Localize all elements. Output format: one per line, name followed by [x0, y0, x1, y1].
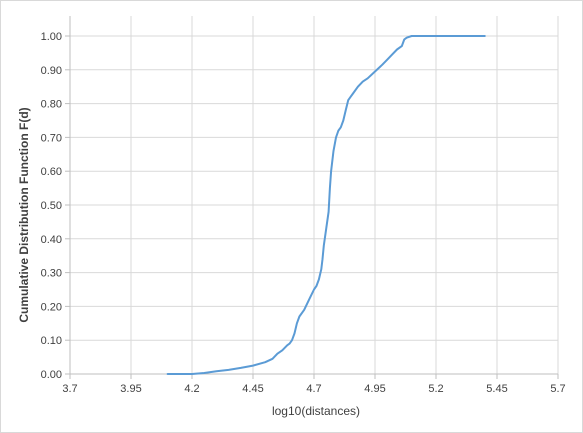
y-tick-label: 0.20 — [41, 301, 62, 313]
axes — [65, 16, 558, 379]
x-tick-label: 5.45 — [486, 383, 507, 395]
y-tick-label: 0.70 — [41, 132, 62, 144]
x-tick-label: 4.45 — [242, 383, 263, 395]
x-tick-label: 5.2 — [428, 383, 443, 395]
y-axis-title: Cumulative Distribution Function F(d) — [17, 107, 31, 322]
y-tick-label: 0.60 — [41, 166, 62, 178]
y-tick-label: 0.40 — [41, 234, 62, 246]
y-tick-label: 0.50 — [41, 200, 62, 212]
y-tick-label: 1.00 — [41, 31, 62, 43]
x-tick-label: 4.2 — [184, 383, 199, 395]
y-tick-label: 0.00 — [41, 369, 62, 381]
y-tick-label: 0.90 — [41, 65, 62, 77]
x-tick-label: 4.95 — [364, 383, 385, 395]
x-tick-label: 3.95 — [120, 383, 141, 395]
y-tick-label: 0.10 — [41, 335, 62, 347]
gridlines — [70, 16, 558, 374]
x-tick-label: 3.7 — [62, 383, 77, 395]
x-tick-label: 5.7 — [550, 383, 565, 395]
y-tick-label: 0.30 — [41, 268, 62, 280]
y-tick-label: 0.80 — [41, 99, 62, 111]
x-tick-label: 4.7 — [306, 383, 321, 395]
x-axis-title: log10(distances) — [272, 404, 360, 418]
